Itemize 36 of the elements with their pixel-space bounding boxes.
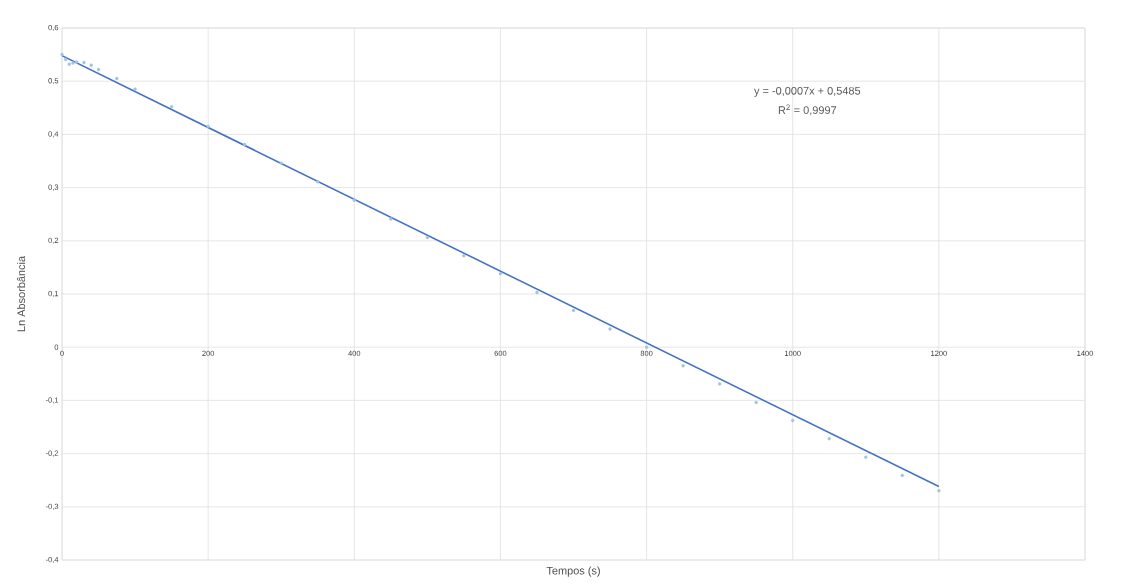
point <box>937 489 941 493</box>
annotation: R$^{2}$ = 0,9997 <box>778 104 837 116</box>
point <box>791 418 795 423</box>
point <box>717 382 722 386</box>
point <box>206 124 210 129</box>
point <box>316 180 320 184</box>
point <box>900 473 905 478</box>
point <box>644 345 649 349</box>
point <box>535 290 539 295</box>
point <box>754 400 758 405</box>
point <box>389 217 393 221</box>
point <box>169 105 174 109</box>
point <box>242 142 247 147</box>
point <box>67 62 71 66</box>
y-axis-title: Ln Absorbância <box>17 255 26 332</box>
point <box>133 87 137 91</box>
point <box>864 455 868 460</box>
point <box>74 60 79 64</box>
point <box>96 67 101 72</box>
point <box>498 272 503 276</box>
point <box>352 198 356 203</box>
point <box>60 52 64 57</box>
point <box>89 63 93 67</box>
point <box>82 60 86 65</box>
point <box>115 76 119 81</box>
point <box>571 308 576 313</box>
point <box>681 364 685 368</box>
point <box>63 57 68 62</box>
annotation: y = -0,0007x + 0,5485 <box>754 86 861 97</box>
point <box>608 327 612 331</box>
point <box>827 437 831 441</box>
point <box>71 61 75 65</box>
point <box>462 254 466 258</box>
point <box>279 161 283 165</box>
point <box>425 235 430 240</box>
x-axis-title: Tempos (s) <box>546 566 600 577</box>
